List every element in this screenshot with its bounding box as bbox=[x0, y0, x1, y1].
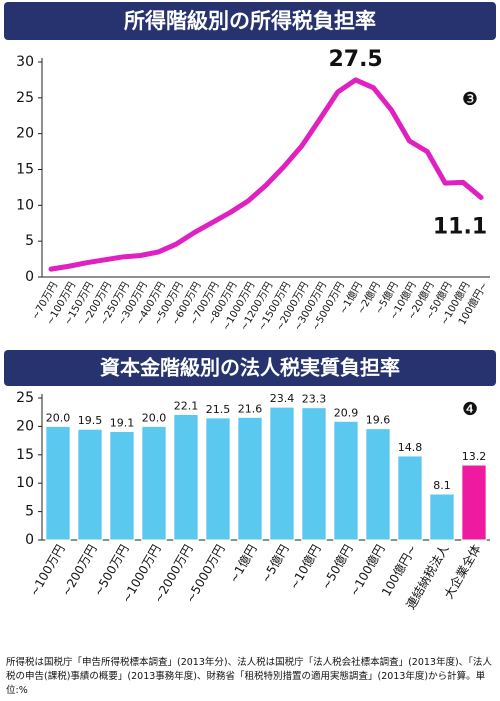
bar bbox=[141, 425, 167, 541]
y-tick-label: 30 bbox=[16, 54, 34, 70]
data-label: 21.5 bbox=[206, 403, 231, 416]
bar bbox=[333, 420, 359, 541]
y-tick-label: 25 bbox=[16, 90, 34, 106]
bar bbox=[365, 428, 391, 541]
data-label: 20.0 bbox=[142, 411, 167, 424]
bar bbox=[301, 407, 327, 541]
data-label: 19.6 bbox=[366, 414, 391, 427]
data-label: 13.2 bbox=[462, 450, 487, 463]
x-tick-label: ~5億円 bbox=[259, 542, 292, 585]
data-label: 20.0 bbox=[46, 411, 71, 424]
y-tick-label: 5 bbox=[25, 504, 34, 520]
y-tick-label: 10 bbox=[16, 475, 34, 491]
bar bbox=[77, 428, 103, 541]
y-tick-label: 20 bbox=[16, 418, 34, 434]
data-label: 14.8 bbox=[398, 441, 423, 454]
data-label: 23.4 bbox=[270, 392, 295, 405]
y-tick-label: 10 bbox=[16, 197, 34, 213]
y-tick-label: 15 bbox=[16, 447, 34, 463]
y-tick-label: 5 bbox=[25, 233, 34, 249]
data-label: 21.6 bbox=[238, 402, 263, 415]
bar bbox=[45, 425, 71, 541]
y-tick-label: 20 bbox=[16, 126, 34, 142]
data-label: 22.1 bbox=[174, 399, 199, 412]
chart-title: 資本金階級別の法人税実質負担率 bbox=[100, 356, 400, 380]
bar bbox=[461, 464, 487, 541]
bar bbox=[237, 416, 263, 541]
bar bbox=[397, 455, 423, 541]
line bbox=[48, 77, 484, 272]
x-tick-label: ~1億円 bbox=[227, 542, 260, 585]
bar bbox=[269, 406, 295, 541]
bar bbox=[173, 413, 199, 541]
data-label: 19.1 bbox=[110, 417, 135, 430]
footnote: 所得税は国税庁「申告所得税標本調査」(2013年分)、法人税は国税庁「法人税会社… bbox=[6, 657, 492, 696]
data-label: 20.9 bbox=[334, 406, 359, 419]
annotation: ❹ bbox=[462, 399, 478, 420]
data-label: 19.5 bbox=[78, 414, 103, 427]
y-tick-label: 25 bbox=[16, 390, 34, 406]
title-banner bbox=[4, 2, 496, 40]
y-tick-label: 0 bbox=[25, 532, 34, 548]
data-label: 8.1 bbox=[433, 479, 451, 492]
data-label: 27.5 bbox=[328, 47, 382, 72]
bar bbox=[205, 417, 231, 541]
charts: 所得階級別の所得税負担率 資本金階級別の法人税実質負担率 0 5 10 15 20 25 3… bbox=[4, 2, 496, 612]
title-banner bbox=[4, 350, 496, 386]
annotation: ❸ bbox=[462, 89, 478, 110]
bar bbox=[109, 431, 135, 541]
data-label: 23.3 bbox=[302, 393, 327, 406]
bar bbox=[429, 493, 455, 541]
y-tick-label: 15 bbox=[16, 162, 34, 178]
data-label: 11.1 bbox=[433, 214, 487, 239]
y-tick-label: 0 bbox=[25, 269, 34, 285]
chart-title: 所得階級別の所得税負担率 bbox=[124, 9, 376, 33]
